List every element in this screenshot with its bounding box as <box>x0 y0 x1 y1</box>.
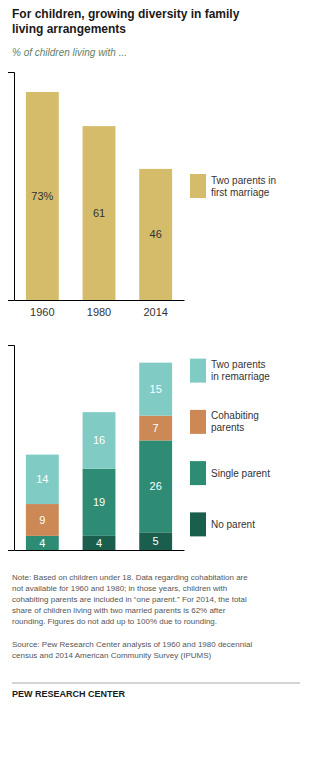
legend-label: Cohabitingparents <box>211 410 259 433</box>
data-label: 14 <box>36 473 48 485</box>
x-axis-line <box>15 550 185 551</box>
legend-item: Cohabitingparents <box>190 410 259 434</box>
text-line: PEW RESEARCH CENTER <box>12 689 126 699</box>
data-label: 4 <box>96 537 102 549</box>
data-label: 5 <box>153 535 159 547</box>
y-axis-line <box>8 346 15 551</box>
x-tick: 1980 <box>87 306 111 318</box>
data-label: 15 <box>150 383 162 395</box>
legend-swatch <box>190 461 206 485</box>
data-labels: 4 5 4 19 26 9 7 14 16 15 <box>36 383 162 549</box>
text-line: Single parent <box>211 468 270 479</box>
title: For children, growing diversity in famil… <box>12 7 240 36</box>
x-tick-label: 1980 <box>87 306 111 318</box>
legend-label: No parent <box>211 519 255 530</box>
text-line: share of children living with two marrie… <box>12 606 226 615</box>
text-line: No parent <box>211 519 255 530</box>
data-label: 46 <box>150 228 162 240</box>
text-line: Source: Pew Research Center analysis of … <box>12 640 252 649</box>
legend-label: Two parentsin remarriage <box>211 359 270 382</box>
bars <box>26 92 172 300</box>
y-axis <box>8 73 15 301</box>
data-labels: 73% 61 46 <box>31 190 161 240</box>
data-label: 19 <box>93 496 105 508</box>
bar-segment <box>83 412 116 469</box>
brand: PEW RESEARCH CENTER <box>12 689 126 699</box>
panel: 4 5 4 19 26 9 7 14 16 15 <box>8 346 185 551</box>
data-label: 73% <box>31 190 53 202</box>
legend-label: Single parent <box>211 468 270 479</box>
bar-segment <box>139 416 172 441</box>
bar-segment <box>26 504 59 536</box>
legend-swatch <box>190 512 206 536</box>
x-tick-label: 1960 <box>30 306 54 318</box>
separator <box>12 683 300 684</box>
text-line: not available for 1960 and 1980; in thos… <box>12 584 227 593</box>
legend-item: Two parents infirst marriage <box>190 174 276 198</box>
bar <box>139 169 172 300</box>
bar-segment <box>83 469 116 536</box>
legend: Two parentsin remarriage Cohabitingparent… <box>190 359 270 537</box>
legend-item: Two parentsin remarriage <box>190 359 270 383</box>
annotation: Source: Pew Research Center analysis of … <box>12 640 252 660</box>
legend-label: Two parents infirst marriage <box>211 175 276 198</box>
legend-swatch <box>190 359 206 383</box>
text-line: Note: Based on children under 18. Data r… <box>12 573 248 582</box>
text-line: parents <box>211 422 244 433</box>
x-axis <box>15 550 185 551</box>
text-line: first marriage <box>211 187 270 198</box>
bar-segment <box>139 532 172 550</box>
text-line: census and 2014 American Community Surve… <box>12 651 212 660</box>
text-line: in remarriage <box>211 371 270 382</box>
panel: 73% 61 46 1960 1980 2014 <box>8 73 185 318</box>
data-label: 16 <box>93 434 105 446</box>
x-tick: 2014 <box>143 306 167 318</box>
data-label: 9 <box>39 514 45 526</box>
legend-item: No parent <box>190 512 255 536</box>
x-tick-label: 2014 <box>143 306 167 318</box>
text-line: For children, growing diversity in famil… <box>12 7 240 21</box>
data-label: 61 <box>93 207 105 219</box>
x-tick: 1960 <box>30 306 54 318</box>
y-axis <box>8 346 15 551</box>
subtitle: % of children living with ... <box>12 47 127 58</box>
bar <box>83 126 116 300</box>
legend-item: Single parent <box>190 461 270 485</box>
text-line: rounding. Figures do not add up to 100% … <box>12 617 217 626</box>
text-line: cohabiting parents are included in “one … <box>12 595 247 604</box>
bar-segment <box>139 440 172 532</box>
chart-svg: For children, growing diversity in famil… <box>0 0 312 776</box>
data-label: 26 <box>150 480 162 492</box>
y-axis-line <box>8 73 15 301</box>
bar-segment <box>83 536 116 550</box>
bar-segment <box>26 455 59 504</box>
legend-swatch <box>190 174 206 198</box>
bar-segment <box>139 363 172 416</box>
x-axis: 1960 1980 2014 <box>15 301 185 318</box>
annotation: Note: Based on children under 18. Data r… <box>12 573 248 626</box>
data-label: 4 <box>39 537 45 549</box>
legend-swatch <box>190 410 206 434</box>
bar <box>26 92 59 300</box>
bars <box>26 363 172 550</box>
text-line: Two parents in <box>211 175 276 186</box>
text-line: Cohabiting <box>211 410 259 421</box>
text-line: living arrangements <box>12 22 126 36</box>
x-axis-line <box>15 300 185 301</box>
text-line: Two parents <box>211 359 265 370</box>
legend: Two parents infirst marriage <box>190 174 276 198</box>
bar-segment <box>26 536 59 550</box>
data-label: 7 <box>153 422 159 434</box>
